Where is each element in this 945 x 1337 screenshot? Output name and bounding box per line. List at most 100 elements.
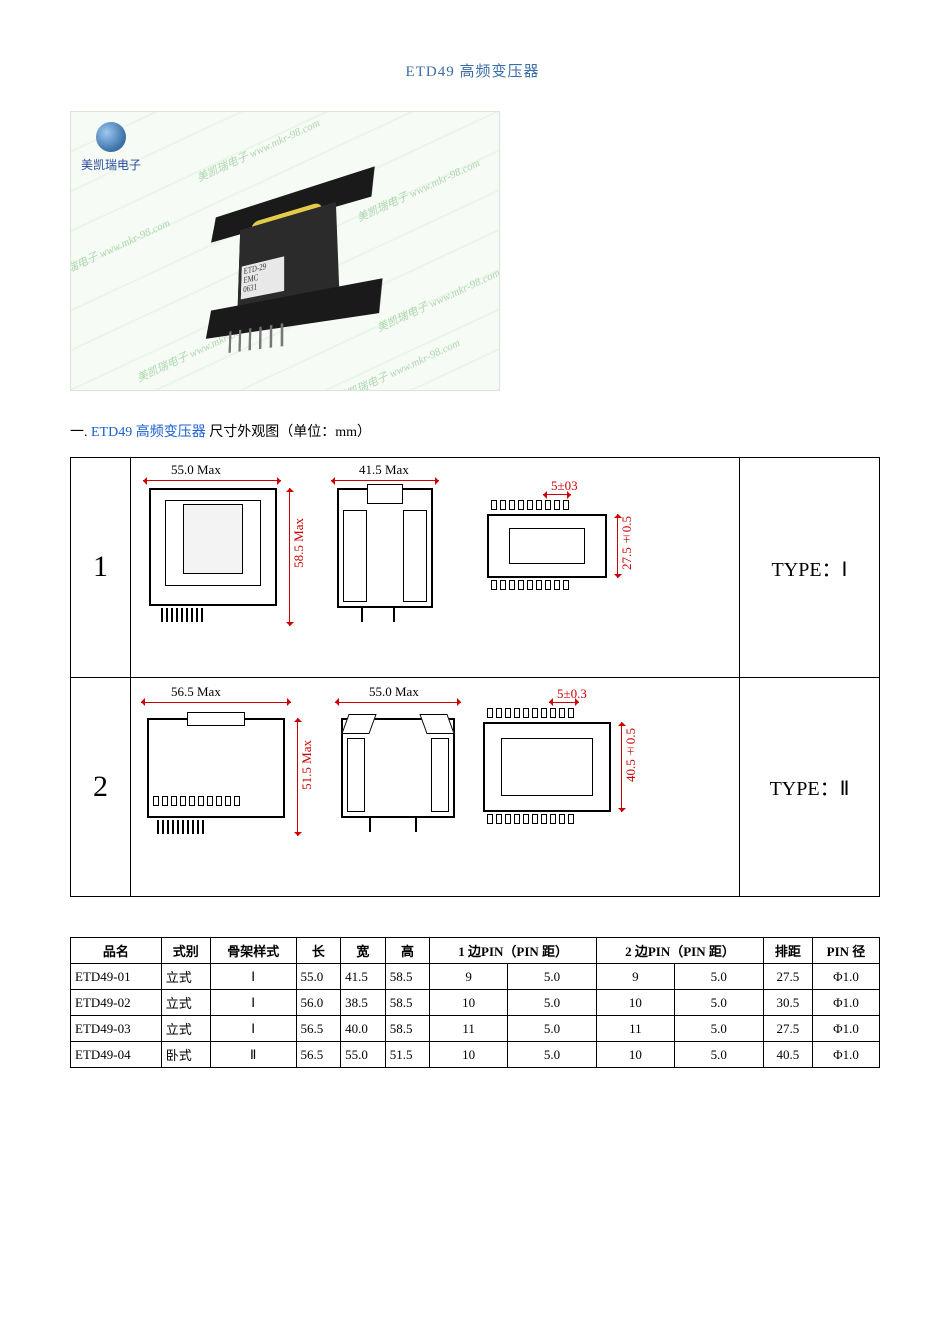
pin-icon [157,820,204,834]
dim-arrow [335,702,461,703]
col-height: 高 [385,938,430,964]
globe-icon [96,122,126,152]
table-cell: 58.5 [385,1016,430,1042]
col-length: 长 [296,938,341,964]
table-cell: 5.0 [507,964,596,990]
page-title: ETD49 高频变压器 [70,60,875,81]
pin-icon [491,580,569,590]
section-heading: 一. ETD49 高频变压器 尺寸外观图（单位：mm） [70,421,875,441]
dim-label: 55.0 Max [369,684,419,700]
table-body: ETD49-01立式Ⅰ55.041.558.595.095.027.5Φ1.0E… [71,964,880,1068]
dimension-drawing: 1 55.0 Max 58.5 Max 41.5 Max 5±03 [70,457,880,897]
dim-label: 41.5 Max [359,462,409,478]
outline [187,712,245,726]
dim-label: 56.5 Max [171,684,221,700]
outline [343,510,367,602]
dim-arrow [143,480,281,481]
pin-icon [487,708,574,718]
dim-arrow [141,702,291,703]
watermark: 美凯瑞电子 www.mkr-98.com [70,214,172,285]
table-cell: Φ1.0 [813,1016,880,1042]
type-label: TYPE：Ⅱ [739,678,879,897]
row-index: 1 [71,458,131,677]
table-cell: ETD49-01 [71,964,162,990]
table-cell: 58.5 [385,990,430,1016]
drawing-views: 56.5 Max 51.5 Max 55.0 Max 5±0.3 [131,678,739,897]
table-cell: 55.0 [341,1042,386,1068]
dim-arrow [289,488,290,626]
table-cell: 5.0 [507,990,596,1016]
watermark: 美凯瑞电子 www.mkr-98.com [194,114,323,185]
table-cell: 5.0 [507,1042,596,1068]
dim-label: 40.5±0.5 [623,728,639,782]
table-cell: 38.5 [341,990,386,1016]
table-cell: 56.5 [296,1042,341,1068]
table-cell: 10 [597,990,675,1016]
dim-label: 51.5 Max [299,740,315,790]
outline [501,738,593,796]
table-cell: 5.0 [674,964,763,990]
table-cell: Φ1.0 [813,1042,880,1068]
table-cell: 58.5 [385,964,430,990]
dim-arrow [331,480,439,481]
table-cell: Φ1.0 [813,964,880,990]
watermark: 美凯瑞电子 www.mkr-98.com [334,334,463,391]
table-cell: 55.0 [296,964,341,990]
col-pin1: 1 边PIN（PIN 距） [430,938,597,964]
table-cell: 9 [430,964,508,990]
outline [347,738,365,812]
table-cell: 5.0 [674,990,763,1016]
table-cell: Ⅱ [210,1042,296,1068]
brand-logo: 美凯瑞电子 [81,122,141,173]
table-cell: 卧式 [161,1042,210,1068]
table-row: ETD49-01立式Ⅰ55.041.558.595.095.027.5Φ1.0 [71,964,880,990]
table-cell: 立式 [161,990,210,1016]
spec-table: 品名 式别 骨架样式 长 宽 高 1 边PIN（PIN 距） 2 边PIN（PI… [70,937,880,1068]
table-cell: 27.5 [763,964,812,990]
type-label: TYPE：Ⅰ [739,458,879,677]
table-cell: Ⅰ [210,990,296,1016]
table-cell: Ⅰ [210,1016,296,1042]
transformer-illustration: ETD-29 EMC 0631 [208,167,382,338]
table-row: ETD49-02立式Ⅰ56.038.558.5105.0105.030.5Φ1.… [71,990,880,1016]
dim-label: 27.5±0.5 [619,516,635,570]
pin-icon [369,818,417,832]
table-cell: 10 [597,1042,675,1068]
col-frame: 骨架样式 [210,938,296,964]
table-row: ETD49-04卧式Ⅱ56.555.051.5105.0105.040.5Φ1.… [71,1042,880,1068]
outline [183,504,243,574]
drawing-row-1: 1 55.0 Max 58.5 Max 41.5 Max 5±03 [71,458,879,678]
section-suffix: 尺寸外观图（单位：mm） [209,425,371,440]
table-cell: 51.5 [385,1042,430,1068]
drawing-row-2: 2 56.5 Max 51.5 Max 55.0 Max [71,678,879,897]
col-pin2: 2 边PIN（PIN 距） [597,938,764,964]
table-cell: Ⅰ [210,964,296,990]
dim-label: 55.0 Max [171,462,221,478]
pin-icon [361,608,395,622]
table-cell: ETD49-03 [71,1016,162,1042]
section-prefix: 一. [70,425,88,440]
table-cell: 9 [597,964,675,990]
table-cell: 56.0 [296,990,341,1016]
outline [509,528,585,564]
dim-arrow [297,718,298,836]
col-name: 品名 [71,938,162,964]
table-cell: ETD49-04 [71,1042,162,1068]
table-cell: 10 [430,990,508,1016]
table-cell: Φ1.0 [813,990,880,1016]
dim-arrow [543,494,571,495]
product-link[interactable]: ETD49 高频变压器 [91,425,206,440]
table-cell: 41.5 [341,964,386,990]
col-width: 宽 [341,938,386,964]
table-cell: 11 [430,1016,508,1042]
brand-name: 美凯瑞电子 [81,156,141,173]
table-cell: 立式 [161,1016,210,1042]
outline [367,484,403,504]
outline [419,714,454,734]
dim-arrow [621,722,622,812]
table-cell: 立式 [161,964,210,990]
table-cell: 5.0 [507,1016,596,1042]
table-cell: 27.5 [763,1016,812,1042]
col-style: 式别 [161,938,210,964]
col-pindia: PIN 径 [813,938,880,964]
